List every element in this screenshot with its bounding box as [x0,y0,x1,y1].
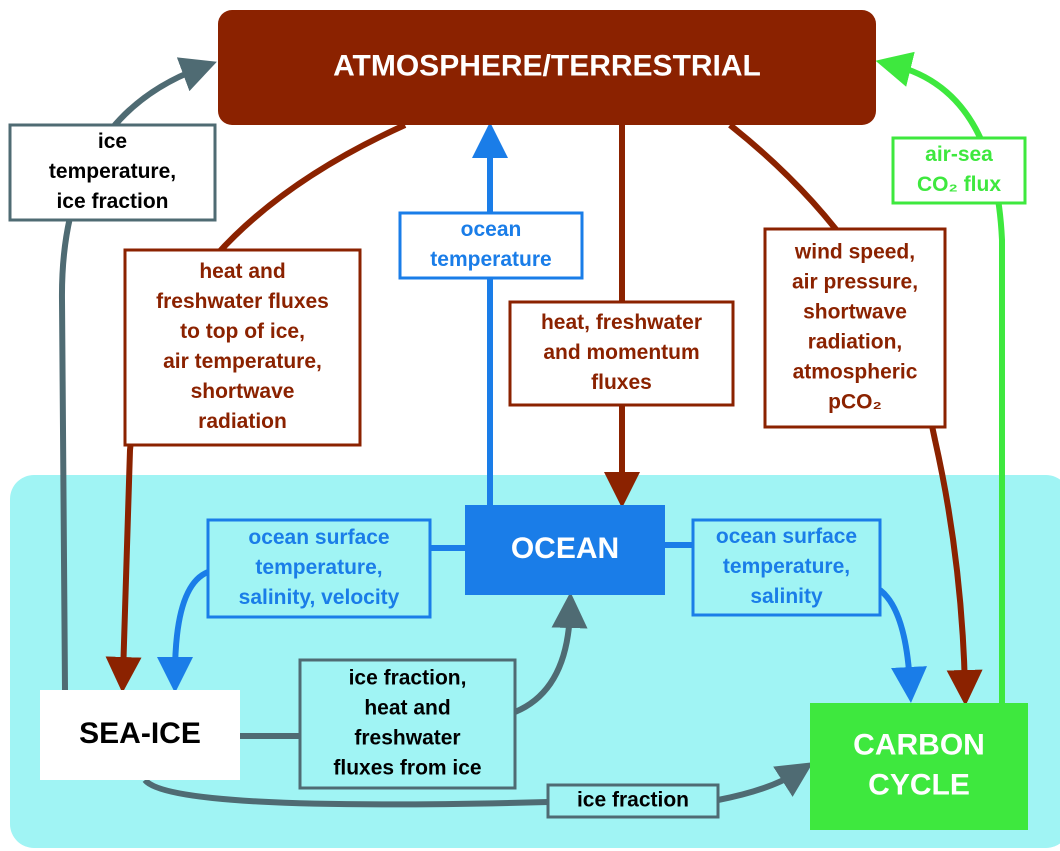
label-text: ice fraction [577,789,689,812]
label-box [8,123,217,222]
label-text: salinity, velocity [239,586,400,609]
label-box [206,518,432,619]
label-text: salinity [750,585,823,608]
label-box [763,227,947,429]
label-text: shortwave [191,380,295,403]
label-text: ocean surface [248,526,389,549]
label-text: heat and [364,697,450,720]
label-text: ice [98,130,127,153]
label-text: temperature [430,248,551,271]
node-text: SEA-ICE [79,717,201,750]
node-box [810,703,1028,830]
label-text: ice fraction, [349,667,467,690]
label-text: radiation, [808,331,903,354]
label-text: CO₂ flux [917,173,1001,196]
label-text: pCO₂ [828,391,882,414]
node-box [465,505,665,595]
label-text: shortwave [803,301,907,324]
label-text: ocean [461,218,522,241]
label-box [508,300,735,407]
label-text: heat and [199,260,285,283]
node-text: OCEAN [511,532,619,565]
node-text: ATMOSPHERE/TERRESTRIAL [333,49,761,82]
node-box [40,690,240,780]
label-text: freshwater fluxes [156,290,329,313]
label-text: heat, freshwater [541,311,702,334]
label-text: wind speed, [794,241,915,264]
arrow [175,545,465,675]
label-box [123,248,362,447]
node-text: CARBON [853,728,985,761]
label-text: freshwater [354,727,460,750]
label-text: temperature, [723,555,850,578]
arrow [875,51,1005,703]
label-text: to top of ice, [180,320,305,343]
label-text: ocean surface [716,525,857,548]
label-text: atmospheric [793,361,918,384]
label-text: fluxes [591,371,652,394]
label-text: temperature, [49,160,176,183]
label-box [398,211,584,280]
arrow [717,762,814,803]
label-text: air pressure, [792,271,918,294]
node-text: CYCLE [868,768,970,801]
label-box [691,518,882,617]
arrow [665,542,910,685]
label-box [891,136,1027,205]
label-box [546,783,720,819]
label-text: temperature, [255,556,382,579]
label-text: radiation [198,410,287,433]
label-text: ice fraction [56,190,168,213]
node-box [218,10,876,125]
label-text: and momentum [543,341,699,364]
label-box [298,658,517,790]
label-text: fluxes from ice [333,757,481,780]
arrow [240,610,570,739]
label-text: air-sea [925,143,993,166]
label-text: air temperature, [163,350,322,373]
arrow [142,777,549,808]
